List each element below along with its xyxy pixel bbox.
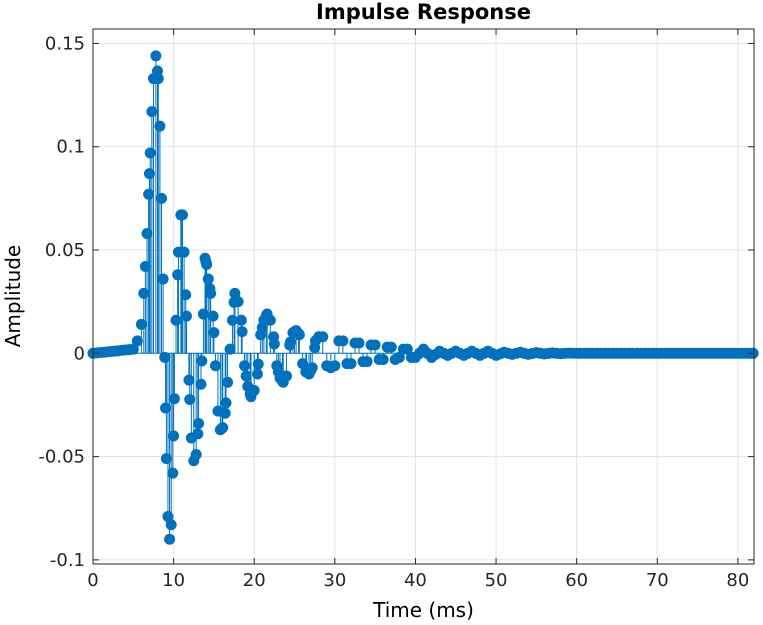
stem-marker [345, 358, 357, 370]
stem-marker [196, 355, 208, 367]
stem-marker [168, 430, 180, 442]
stem-marker [135, 318, 147, 330]
x-tick-label: 50 [485, 570, 508, 591]
x-axis-title: Time (ms) [372, 598, 474, 622]
stem-marker [201, 258, 213, 270]
y-tick-label: 0 [74, 343, 85, 364]
stem-marker [361, 356, 373, 368]
x-tick-label: 10 [162, 570, 185, 591]
stem-marker [329, 360, 341, 372]
stem-marker [271, 360, 283, 372]
stem-marker [193, 418, 205, 430]
stem-marker [353, 337, 365, 349]
stem-marker [160, 402, 172, 414]
y-axis-title: Amplitude [1, 245, 25, 348]
stem-marker [210, 360, 222, 372]
tick-labels: 0 10 20 30 40 50 60 70 80 -0.1 -0.05 0 0.05 0.1 0.15 [38, 33, 749, 591]
stem-marker [157, 273, 169, 285]
y-tick-label: 0.15 [45, 33, 85, 54]
x-tick-label: 20 [243, 570, 266, 591]
stem-marker [131, 335, 143, 347]
stem-marker [242, 380, 254, 392]
axes-box [92, 28, 755, 565]
stem-series [87, 50, 759, 545]
stem-marker [239, 360, 251, 372]
y-tick-label: 0.05 [45, 240, 85, 261]
stem-marker [164, 533, 176, 545]
stem-marker [143, 188, 155, 200]
stem-marker [202, 273, 214, 285]
stem-marker [235, 314, 247, 326]
stem-marker [268, 331, 280, 343]
stem-marker [222, 376, 234, 388]
stem-marker [385, 341, 397, 353]
stem-marker [159, 351, 171, 363]
stem-marker [183, 374, 195, 386]
stem-marker [176, 209, 188, 221]
stem-marker [251, 368, 263, 380]
stem-marker [229, 287, 241, 299]
stem-marker [143, 168, 155, 180]
stem-marker [293, 329, 305, 341]
stem-marker [156, 192, 168, 204]
x-tick-label: 70 [646, 570, 669, 591]
stem-marker [184, 393, 196, 405]
stem-marker [178, 246, 190, 258]
stem-marker [284, 339, 296, 351]
stem-marker [255, 329, 267, 341]
stem-marker [154, 120, 166, 132]
stem-marker [181, 310, 193, 322]
stem-marker [208, 327, 220, 339]
stem-marker [240, 370, 252, 382]
stem-marker [224, 343, 236, 355]
stem-marker [185, 432, 197, 444]
stem-marker [205, 287, 217, 299]
stem-marker [252, 358, 264, 370]
y-tick-label: -0.05 [38, 447, 85, 468]
x-tick-label: 40 [404, 570, 427, 591]
x-tick-label: 0 [87, 570, 98, 591]
stem-marker [168, 393, 180, 405]
y-tick-label: -0.1 [50, 550, 85, 571]
grid [92, 29, 754, 564]
stem-marker [195, 378, 207, 390]
x-tick-label: 60 [565, 570, 588, 591]
stem-marker [337, 335, 349, 347]
plot-area [93, 29, 754, 564]
axes [92, 28, 755, 565]
chart-title: Impulse Response [316, 0, 531, 24]
stem-marker [306, 362, 318, 374]
stem-marker [217, 422, 229, 434]
stem-marker [152, 73, 164, 85]
y-tick-label: 0.1 [56, 137, 85, 158]
stem-marker [377, 354, 389, 366]
stem-marker [369, 339, 381, 351]
stem-marker [236, 326, 248, 338]
stem-marker [165, 519, 177, 531]
stem-marker [277, 376, 289, 388]
stem-marker [207, 310, 219, 322]
stem-marker [219, 407, 231, 419]
stem-marker [167, 467, 179, 479]
stem-marker [160, 453, 172, 465]
stem-marker [309, 335, 321, 347]
x-tick-label: 80 [726, 570, 749, 591]
stem-marker [146, 106, 158, 118]
stem-marker [150, 50, 162, 62]
stem-marker [170, 314, 182, 326]
stem-marker [245, 391, 257, 403]
stem-marker [144, 147, 156, 159]
stem-marker [190, 449, 202, 461]
stem-marker [261, 308, 273, 320]
x-tick-label: 30 [323, 570, 346, 591]
